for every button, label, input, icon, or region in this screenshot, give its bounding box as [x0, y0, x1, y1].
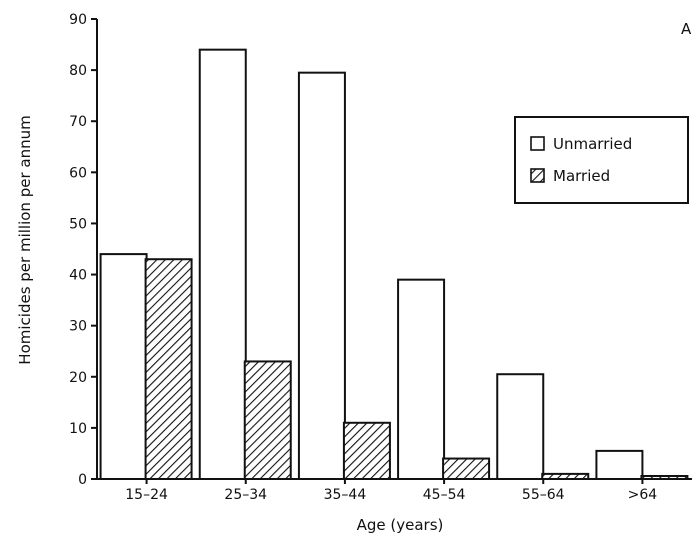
y-tick-label: 0 [78, 472, 87, 488]
x-tick-label: 55–64 [522, 487, 565, 503]
bar-married [541, 472, 590, 480]
bar-unmarried [496, 373, 545, 481]
bar-married [640, 475, 689, 480]
y-axis-title: Homicides per million per annum [16, 115, 34, 364]
bar-unmarried [297, 71, 346, 481]
bar-unmarried [397, 278, 446, 480]
x-tick-label: 35–44 [324, 487, 367, 503]
bar-married [243, 360, 292, 481]
bar-married [144, 258, 193, 480]
bars [99, 48, 689, 481]
y-tick-label: 50 [69, 216, 87, 232]
bar-married [442, 457, 491, 480]
legend-label-married: Married [553, 167, 610, 185]
x-tick-label: >64 [628, 487, 658, 503]
y-tick-label: 40 [69, 268, 87, 284]
bar-married [342, 421, 391, 480]
y-tick-label: 20 [69, 370, 87, 386]
x-tick-label: 45–54 [423, 487, 466, 503]
bar-unmarried [198, 48, 247, 481]
tick-labels: 0 10 20 30 40 50 60 70 80 90 15–24 25–34 35–44 45–54 5… [69, 12, 657, 503]
axes [91, 18, 692, 484]
x-tick-label: 25–34 [224, 487, 267, 503]
x-tick-label: 15–24 [125, 487, 168, 503]
x-axis-title: Age (years) [357, 516, 444, 534]
bar-unmarried [595, 449, 644, 480]
y-tick-label: 90 [69, 12, 87, 28]
legend-box [514, 116, 689, 204]
legend: Unmarried Married [514, 116, 689, 204]
y-tick-label: 10 [69, 421, 87, 437]
bar-unmarried [99, 253, 148, 480]
y-tick-label: 70 [69, 114, 87, 130]
panel-label: A [681, 20, 692, 38]
legend-label-unmarried: Unmarried [553, 135, 632, 153]
y-tick-label: 30 [69, 319, 87, 335]
y-tick-label: 60 [69, 165, 87, 181]
legend-swatch-unmarried [530, 136, 545, 151]
legend-swatch-married [530, 168, 545, 183]
y-tick-label: 80 [69, 63, 87, 79]
